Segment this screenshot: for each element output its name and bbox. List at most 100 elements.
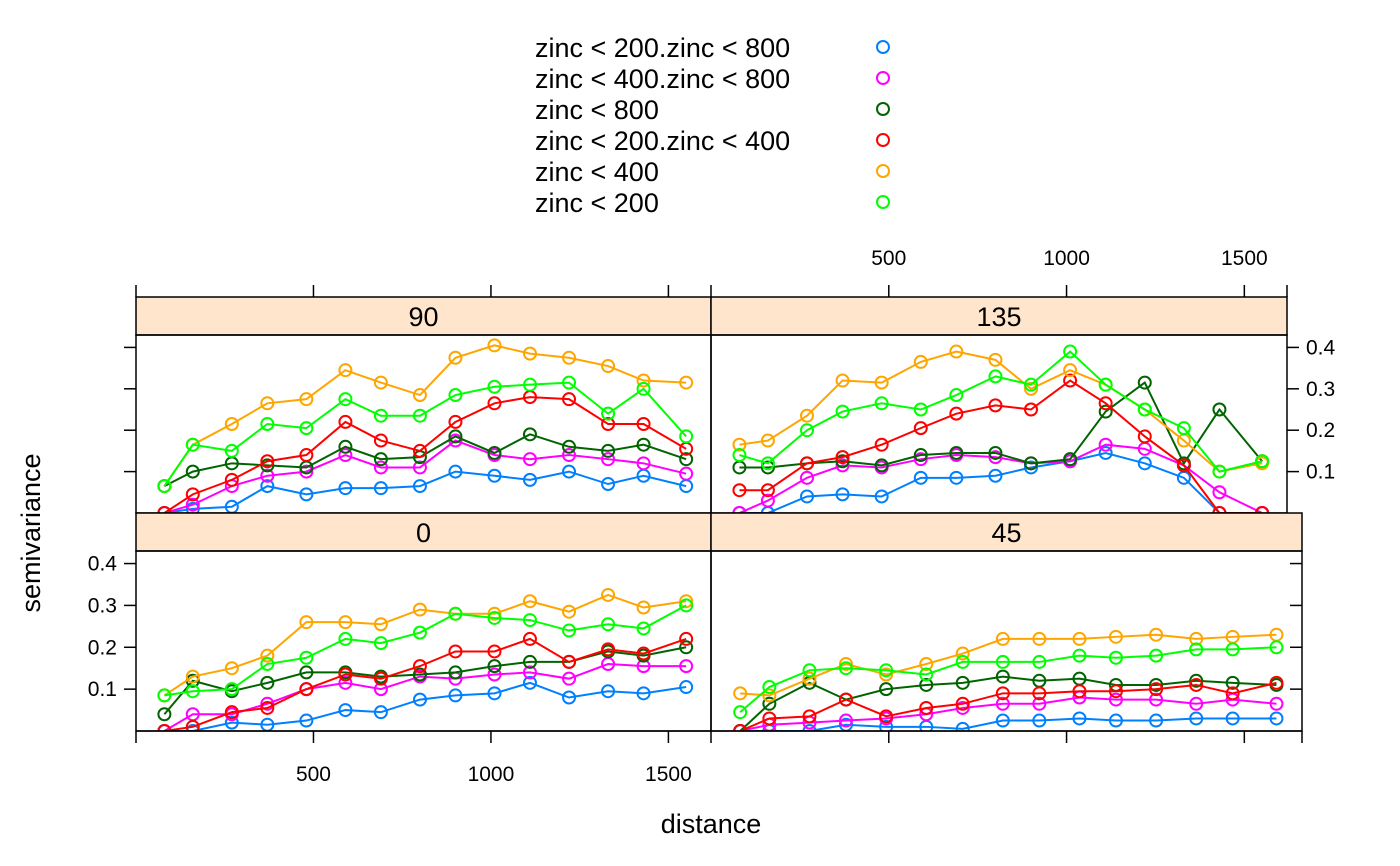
panel-strip — [710, 512, 1303, 552]
data-point — [1108, 629, 1123, 644]
data-point — [299, 615, 314, 630]
data-point — [562, 439, 577, 454]
data-point — [762, 711, 777, 726]
series-line — [739, 675, 1277, 731]
data-point — [338, 439, 353, 454]
data-point — [732, 437, 747, 452]
data-point — [338, 392, 353, 407]
data-point — [448, 644, 463, 659]
data-point — [487, 659, 502, 674]
series-line — [739, 696, 1277, 731]
data-point — [1032, 654, 1047, 669]
data-point — [679, 466, 694, 481]
data-point — [412, 408, 427, 423]
legend-marker — [876, 164, 890, 178]
series-line — [739, 350, 1263, 473]
data-point — [224, 472, 239, 487]
data-point — [760, 460, 775, 475]
data-point — [448, 665, 463, 680]
data-point — [636, 381, 651, 396]
data-point — [601, 406, 616, 421]
data-point — [679, 598, 694, 613]
data-point — [373, 375, 388, 390]
data-point — [260, 479, 275, 494]
data-point — [338, 363, 353, 378]
data-point — [838, 661, 853, 676]
data-point — [185, 724, 200, 731]
data-point — [601, 452, 616, 467]
data-point — [338, 481, 353, 496]
data-point — [1137, 402, 1152, 417]
data-point — [874, 437, 889, 452]
data-point — [1225, 642, 1240, 657]
data-point — [1063, 363, 1078, 378]
data-point — [800, 408, 814, 423]
data-point — [949, 406, 964, 421]
legend-label: zinc < 400 — [535, 157, 659, 187]
data-point — [601, 617, 616, 632]
data-point — [185, 669, 200, 684]
data-point — [1032, 713, 1047, 728]
data-point — [636, 646, 651, 661]
data-point — [988, 450, 1003, 465]
data-point — [800, 470, 814, 485]
y-tick-label: 0.2 — [88, 636, 117, 659]
data-point — [157, 724, 172, 731]
data-point — [487, 379, 502, 394]
data-point — [487, 606, 502, 621]
data-point — [562, 671, 577, 686]
data-point — [802, 663, 817, 678]
panel-135: 135 — [710, 296, 1288, 514]
panel-45: 45 — [710, 512, 1303, 732]
data-point — [879, 663, 894, 678]
legend-label: zinc < 200.zinc < 800 — [535, 33, 790, 63]
data-point — [988, 468, 1003, 483]
data-point — [299, 421, 314, 436]
data-point — [913, 354, 928, 369]
data-point — [995, 669, 1010, 684]
legend-label: zinc < 400.zinc < 800 — [535, 64, 790, 94]
data-point — [224, 682, 239, 697]
data-point — [1149, 627, 1164, 642]
data-point — [522, 346, 537, 361]
data-point — [1189, 642, 1204, 657]
data-point — [448, 414, 463, 429]
data-point — [760, 493, 775, 508]
data-point — [913, 448, 928, 463]
data-point — [1189, 696, 1204, 711]
data-point — [1098, 437, 1113, 452]
data-point — [338, 667, 353, 682]
data-point — [1024, 402, 1038, 417]
data-point — [874, 489, 889, 504]
data-point — [448, 350, 463, 365]
data-point — [1072, 684, 1087, 699]
data-point — [522, 631, 537, 646]
data-point — [800, 423, 814, 438]
data-point — [995, 713, 1010, 728]
data-point — [487, 338, 502, 353]
data-point — [1212, 506, 1227, 513]
data-point — [299, 665, 314, 680]
data-point — [762, 680, 777, 695]
legend-marker — [876, 71, 890, 85]
data-point — [733, 705, 748, 720]
data-point — [760, 456, 775, 471]
data-point — [995, 631, 1010, 646]
data-point — [1108, 692, 1123, 707]
data-point — [448, 388, 463, 403]
series-line — [739, 350, 1263, 473]
panel-0: 0 — [135, 512, 712, 732]
data-point — [1212, 485, 1227, 500]
data-point — [1108, 684, 1123, 699]
data-point — [185, 719, 200, 731]
data-point — [732, 506, 747, 513]
series-line — [164, 604, 687, 697]
data-point — [157, 506, 172, 513]
data-point — [874, 396, 889, 411]
data-point — [185, 497, 200, 512]
data-point — [760, 483, 775, 498]
data-point — [1176, 458, 1191, 473]
data-point — [1032, 696, 1047, 711]
data-point — [919, 677, 934, 692]
